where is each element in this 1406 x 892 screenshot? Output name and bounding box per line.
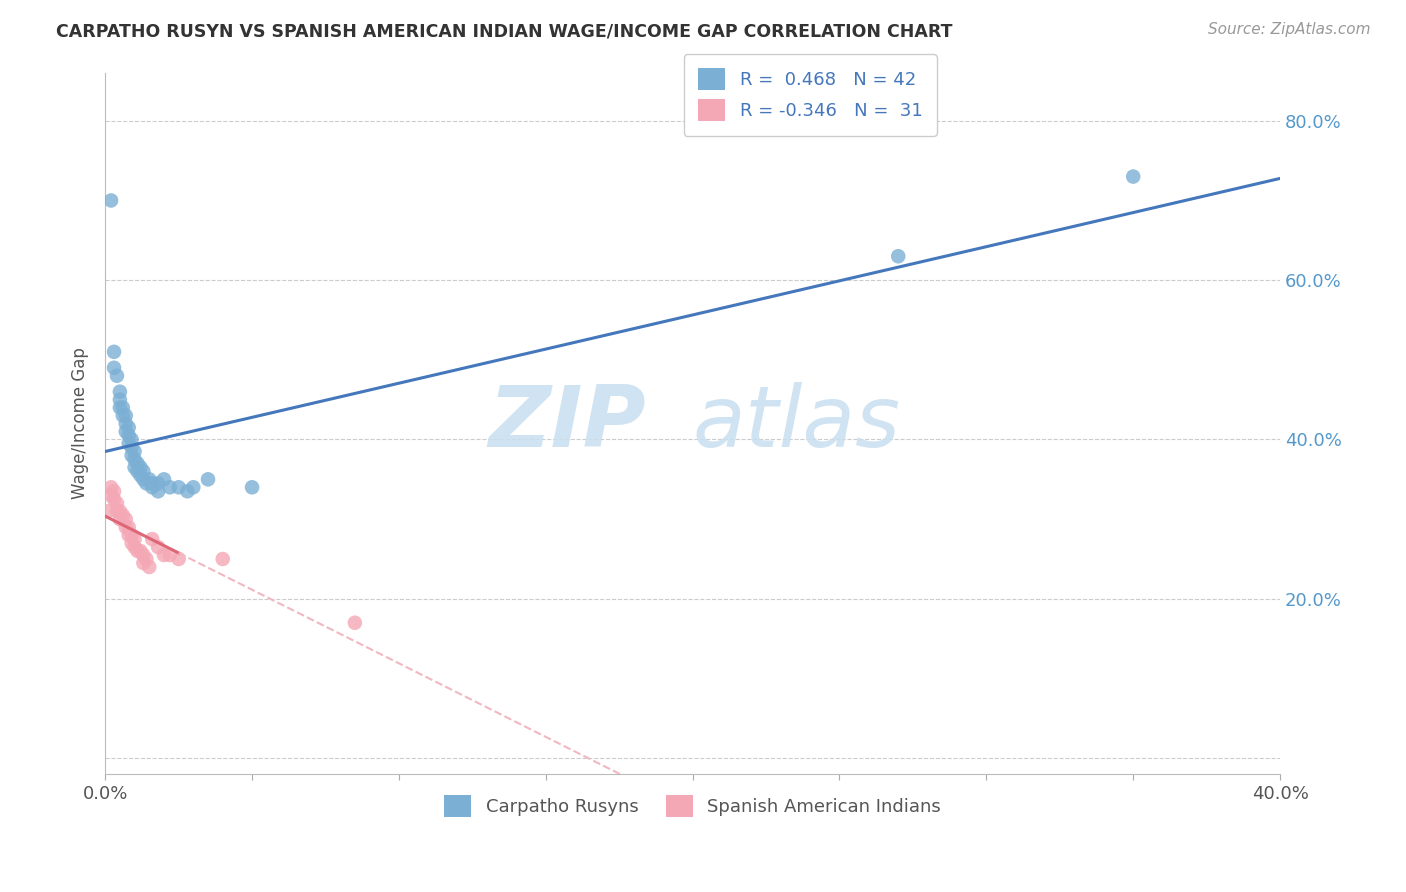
- Point: [121, 449, 143, 463]
- Point: [124, 444, 146, 458]
- Point: [105, 504, 128, 518]
- Text: CARPATHO RUSYN VS SPANISH AMERICAN INDIAN WAGE/INCOME GAP CORRELATION CHART: CARPATHO RUSYN VS SPANISH AMERICAN INDIA…: [56, 22, 953, 40]
- Point: [108, 504, 131, 518]
- Point: [129, 544, 152, 558]
- Point: [176, 484, 198, 499]
- Point: [135, 552, 157, 566]
- Point: [103, 492, 125, 507]
- Point: [887, 249, 910, 263]
- Point: [1122, 169, 1144, 184]
- Point: [132, 556, 155, 570]
- Point: [114, 520, 136, 534]
- Point: [141, 532, 163, 546]
- Point: [153, 548, 176, 562]
- Point: [124, 452, 146, 467]
- Point: [114, 425, 136, 439]
- Point: [146, 540, 169, 554]
- Point: [146, 476, 169, 491]
- Text: atlas: atlas: [693, 382, 901, 465]
- Point: [197, 472, 219, 486]
- Point: [108, 512, 131, 526]
- Point: [105, 368, 128, 383]
- Point: [132, 464, 155, 478]
- Point: [108, 401, 131, 415]
- Point: [153, 472, 176, 486]
- Point: [114, 417, 136, 431]
- Point: [121, 433, 143, 447]
- Point: [138, 560, 160, 574]
- Point: [141, 476, 163, 491]
- Point: [100, 488, 122, 502]
- Point: [111, 409, 134, 423]
- Point: [132, 472, 155, 486]
- Point: [135, 476, 157, 491]
- Point: [127, 464, 149, 478]
- Point: [103, 484, 125, 499]
- Point: [103, 344, 125, 359]
- Text: Source: ZipAtlas.com: Source: ZipAtlas.com: [1208, 22, 1371, 37]
- Y-axis label: Wage/Income Gap: Wage/Income Gap: [72, 348, 89, 500]
- Point: [121, 536, 143, 550]
- Point: [118, 428, 141, 442]
- Point: [103, 360, 125, 375]
- Point: [114, 512, 136, 526]
- Point: [111, 401, 134, 415]
- Point: [118, 420, 141, 434]
- Point: [100, 480, 122, 494]
- Point: [124, 532, 146, 546]
- Point: [121, 441, 143, 455]
- Point: [141, 480, 163, 494]
- Point: [108, 392, 131, 407]
- Point: [343, 615, 366, 630]
- Point: [183, 480, 205, 494]
- Legend: Carpatho Rusyns, Spanish American Indians: Carpatho Rusyns, Spanish American Indian…: [437, 789, 948, 825]
- Point: [97, 504, 120, 518]
- Point: [118, 528, 141, 542]
- Point: [167, 480, 190, 494]
- Point: [132, 548, 155, 562]
- Point: [108, 384, 131, 399]
- Point: [124, 460, 146, 475]
- Point: [159, 480, 181, 494]
- Point: [114, 409, 136, 423]
- Point: [146, 484, 169, 499]
- Point: [129, 468, 152, 483]
- Point: [211, 552, 233, 566]
- Point: [127, 456, 149, 470]
- Point: [124, 540, 146, 554]
- Point: [100, 194, 122, 208]
- Point: [129, 460, 152, 475]
- Point: [127, 544, 149, 558]
- Point: [167, 552, 190, 566]
- Point: [121, 528, 143, 542]
- Point: [240, 480, 263, 494]
- Point: [118, 436, 141, 450]
- Point: [138, 472, 160, 486]
- Point: [118, 520, 141, 534]
- Point: [111, 508, 134, 523]
- Point: [159, 548, 181, 562]
- Text: ZIP: ZIP: [488, 382, 645, 465]
- Point: [105, 496, 128, 510]
